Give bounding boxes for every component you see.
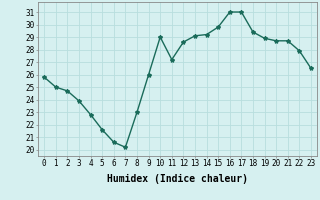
X-axis label: Humidex (Indice chaleur): Humidex (Indice chaleur) xyxy=(107,174,248,184)
